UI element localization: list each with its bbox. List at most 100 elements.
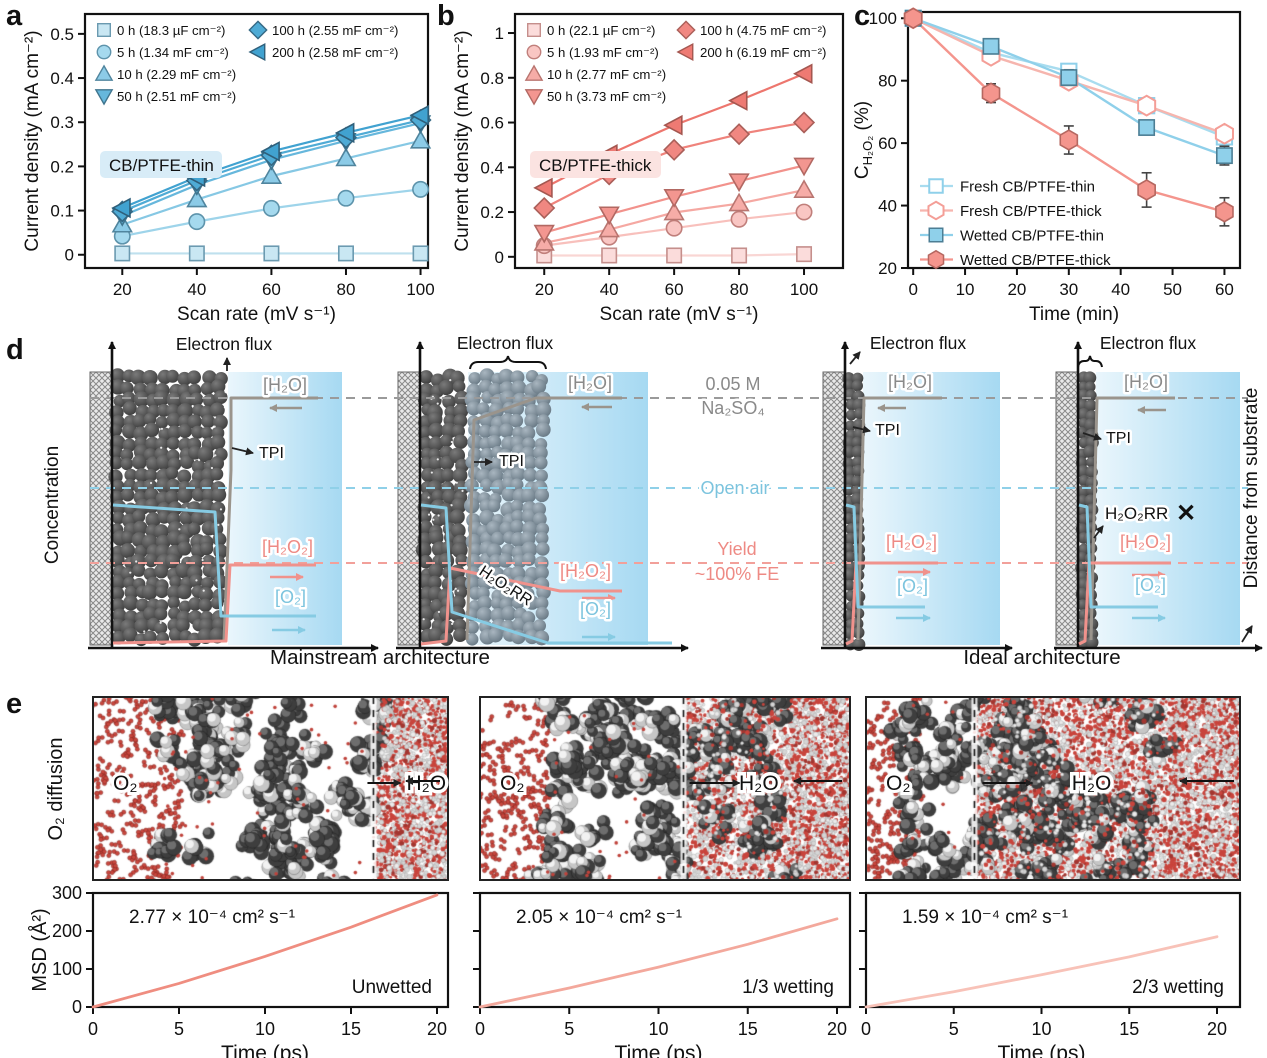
svg-text:10: 10 — [255, 1019, 275, 1039]
svg-text:10: 10 — [956, 280, 975, 299]
svg-text:0.1: 0.1 — [50, 202, 74, 221]
svg-text:Time (ps): Time (ps) — [221, 1042, 309, 1058]
svg-text:15: 15 — [738, 1019, 758, 1039]
svg-text:5: 5 — [949, 1019, 959, 1039]
svg-text:300: 300 — [52, 883, 82, 903]
svg-text:[O₂]: [O₂] — [1135, 575, 1166, 595]
svg-text:0.4: 0.4 — [50, 69, 74, 88]
svg-text:100: 100 — [52, 959, 82, 979]
svg-text:Time (ps): Time (ps) — [998, 1042, 1086, 1058]
svg-text:0: 0 — [72, 997, 82, 1017]
panel-label-c: c — [854, 0, 871, 32]
svg-text:5: 5 — [564, 1019, 574, 1039]
svg-text:50 h (2.51 mF cm⁻²): 50 h (2.51 mF cm⁻²) — [117, 89, 236, 104]
svg-text:1.59 × 10⁻⁴ cm² s⁻¹: 1.59 × 10⁻⁴ cm² s⁻¹ — [902, 907, 1068, 928]
svg-text:[O₂]: [O₂] — [897, 576, 928, 596]
svg-text:10 h (2.77 mF cm⁻²): 10 h (2.77 mF cm⁻²) — [547, 67, 666, 82]
svg-text:Distance from substrate: Distance from substrate — [1241, 388, 1262, 589]
svg-text:20: 20 — [1007, 280, 1026, 299]
svg-text:0.2: 0.2 — [480, 203, 504, 222]
svg-text:40: 40 — [878, 197, 897, 216]
svg-text:~100% FE: ~100% FE — [695, 564, 780, 584]
svg-text:20: 20 — [427, 1019, 447, 1039]
svg-text:[H₂O]: [H₂O] — [263, 375, 307, 395]
svg-text:[O₂]: [O₂] — [275, 587, 306, 607]
svg-text:0: 0 — [65, 246, 74, 265]
svg-text:Electron flux: Electron flux — [870, 333, 967, 353]
svg-text:CH₂O₂ (%): CH₂O₂ (%) — [852, 101, 875, 179]
svg-text:5 h (1.34 mF cm⁻²): 5 h (1.34 mF cm⁻²) — [117, 45, 229, 60]
svg-text:0: 0 — [495, 248, 504, 267]
svg-text:60: 60 — [878, 134, 897, 153]
svg-text:0.4: 0.4 — [480, 158, 504, 177]
svg-text:15: 15 — [1119, 1019, 1139, 1039]
svg-text:50 h (3.73 mF cm⁻²): 50 h (3.73 mF cm⁻²) — [547, 89, 666, 104]
svg-text:100: 100 — [790, 280, 818, 299]
svg-text:200 h (6.19 mF cm⁻²): 200 h (6.19 mF cm⁻²) — [700, 45, 826, 60]
svg-text:100: 100 — [869, 9, 897, 28]
svg-text:Time (min): Time (min) — [1029, 304, 1119, 325]
svg-text:0.3: 0.3 — [50, 113, 74, 132]
svg-text:10: 10 — [648, 1019, 668, 1039]
svg-text:[H₂O₂]: [H₂O₂] — [1120, 532, 1171, 552]
svg-text:✕: ✕ — [1176, 500, 1196, 527]
svg-text:100 h (2.55 mF cm⁻²): 100 h (2.55 mF cm⁻²) — [272, 23, 398, 38]
svg-text:[O₂]: [O₂] — [580, 599, 611, 619]
svg-text:Open air: Open air — [700, 478, 769, 498]
svg-text:O₂ diffusion: O₂ diffusion — [45, 737, 67, 840]
svg-text:0.5: 0.5 — [50, 25, 74, 44]
svg-text:0 h (18.3 µF cm⁻²): 0 h (18.3 µF cm⁻²) — [117, 23, 225, 38]
svg-text:Current density (mA cm⁻²): Current density (mA cm⁻²) — [22, 30, 43, 251]
svg-text:0: 0 — [908, 280, 917, 299]
svg-text:Na₂SO₄: Na₂SO₄ — [701, 398, 764, 418]
svg-text:Yield: Yield — [717, 539, 756, 559]
svg-text:0.6: 0.6 — [480, 114, 504, 133]
svg-text:Electron flux: Electron flux — [457, 333, 554, 353]
svg-text:Scan rate (mV s⁻¹): Scan rate (mV s⁻¹) — [177, 304, 336, 325]
svg-text:80: 80 — [337, 280, 356, 299]
svg-text:2.77 × 10⁻⁴ cm² s⁻¹: 2.77 × 10⁻⁴ cm² s⁻¹ — [129, 907, 295, 928]
svg-text:5 h (1.93 mF cm⁻²): 5 h (1.93 mF cm⁻²) — [547, 45, 659, 60]
svg-text:10 h (2.29 mF cm⁻²): 10 h (2.29 mF cm⁻²) — [117, 67, 236, 82]
svg-text:40: 40 — [600, 280, 619, 299]
svg-text:0.2: 0.2 — [50, 157, 74, 176]
svg-text:0: 0 — [861, 1019, 871, 1039]
svg-text:Fresh CB/PTFE-thin: Fresh CB/PTFE-thin — [960, 179, 1095, 196]
svg-text:O₂: O₂ — [500, 772, 525, 795]
svg-text:20: 20 — [827, 1019, 847, 1039]
svg-text:200: 200 — [52, 921, 82, 941]
svg-text:2/3 wetting: 2/3 wetting — [1132, 977, 1224, 998]
svg-text:H₂O: H₂O — [739, 772, 779, 795]
panel-label-e: e — [6, 688, 23, 720]
panel-label-b: b — [437, 0, 455, 32]
svg-text:Mainstream architecture: Mainstream architecture — [270, 646, 490, 669]
svg-text:15: 15 — [341, 1019, 361, 1039]
svg-text:O₂: O₂ — [113, 772, 138, 795]
svg-text:0: 0 — [88, 1019, 98, 1039]
svg-text:TPI: TPI — [1106, 430, 1131, 447]
svg-text:CB/PTFE-thin: CB/PTFE-thin — [109, 156, 214, 175]
svg-text:80: 80 — [730, 280, 749, 299]
panel-label-a: a — [6, 0, 23, 32]
svg-text:0: 0 — [475, 1019, 485, 1039]
svg-text:100: 100 — [406, 280, 434, 299]
svg-text:50: 50 — [1163, 280, 1182, 299]
svg-text:CB/PTFE-thick: CB/PTFE-thick — [539, 156, 652, 175]
svg-text:Current density (mA cm⁻²): Current density (mA cm⁻²) — [452, 30, 473, 251]
svg-text:60: 60 — [665, 280, 684, 299]
svg-text:40: 40 — [1111, 280, 1130, 299]
md-snapshot-unwetted — [93, 697, 448, 880]
svg-text:60: 60 — [1215, 280, 1234, 299]
svg-text:Wetted CB/PTFE-thick: Wetted CB/PTFE-thick — [960, 252, 1111, 269]
svg-text:20: 20 — [878, 259, 897, 278]
svg-text:H₂O: H₂O — [1072, 772, 1112, 795]
svg-text:20: 20 — [113, 280, 132, 299]
svg-text:Fresh CB/PTFE-thick: Fresh CB/PTFE-thick — [960, 203, 1102, 220]
svg-text:O₂: O₂ — [886, 772, 911, 795]
svg-text:10: 10 — [1031, 1019, 1051, 1039]
svg-text:2.05 × 10⁻⁴ cm² s⁻¹: 2.05 × 10⁻⁴ cm² s⁻¹ — [516, 907, 682, 928]
svg-text:1/3 wetting: 1/3 wetting — [742, 977, 834, 998]
svg-text:30: 30 — [1059, 280, 1078, 299]
